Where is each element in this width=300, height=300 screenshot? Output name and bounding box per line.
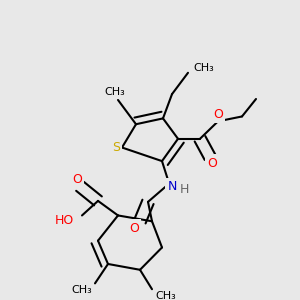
Text: CH₃: CH₃ [193, 63, 214, 73]
Text: O: O [207, 157, 217, 169]
Text: CH₃: CH₃ [71, 285, 92, 295]
Text: CH₃: CH₃ [155, 291, 176, 300]
Text: N: N [167, 180, 177, 193]
Text: H: H [179, 183, 189, 196]
Text: HO: HO [55, 214, 74, 227]
Text: O: O [129, 222, 139, 235]
Text: S: S [112, 141, 120, 154]
Text: O: O [72, 173, 82, 186]
Text: CH₃: CH₃ [105, 87, 125, 97]
Text: O: O [213, 108, 223, 121]
